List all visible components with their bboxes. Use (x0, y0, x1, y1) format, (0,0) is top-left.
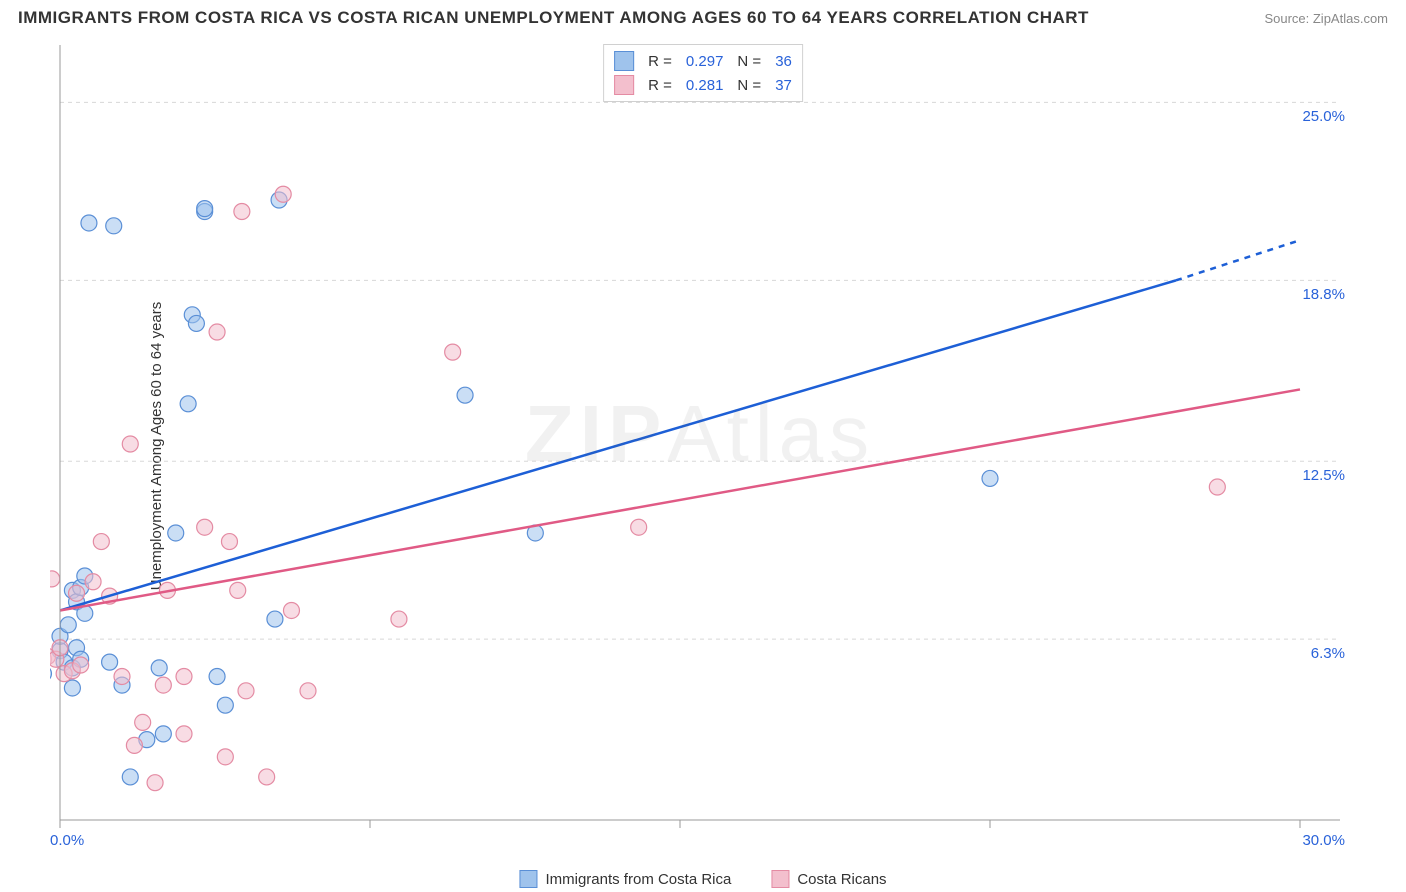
source-attribution: Source: ZipAtlas.com (1264, 11, 1388, 26)
legend-row: R = 0.297 N = 36 (614, 49, 792, 73)
n-label: N = (737, 53, 761, 70)
series-legend: Immigrants from Costa Rica Costa Ricans (519, 870, 886, 888)
header: IMMIGRANTS FROM COSTA RICA VS COSTA RICA… (18, 8, 1388, 28)
legend-label: Immigrants from Costa Rica (545, 871, 731, 888)
y-tick-label: 12.5% (1302, 467, 1345, 484)
legend-row: R = 0.281 N = 37 (614, 73, 792, 97)
legend-swatch-icon (614, 51, 634, 71)
legend-swatch-icon (519, 870, 537, 888)
legend-item: Costa Ricans (771, 870, 886, 888)
y-tick-label: 18.8% (1302, 286, 1345, 303)
x-tick-label: 30.0% (1302, 832, 1345, 849)
legend-swatch-icon (771, 870, 789, 888)
n-value: 37 (775, 77, 792, 94)
n-value: 36 (775, 53, 792, 70)
r-label: R = (648, 53, 672, 70)
chart-title: IMMIGRANTS FROM COSTA RICA VS COSTA RICA… (18, 8, 1089, 28)
correlation-legend: R = 0.297 N = 36 R = 0.281 N = 37 (603, 44, 803, 102)
x-tick-label: 0.0% (50, 832, 84, 849)
chart-area: ZIPAtlas 6.3%12.5%18.8%25.0%0.0%30.0% (50, 40, 1350, 860)
scatter-plot (50, 40, 1350, 860)
legend-item: Immigrants from Costa Rica (519, 870, 731, 888)
y-tick-label: 6.3% (1311, 645, 1345, 662)
r-label: R = (648, 77, 672, 94)
y-tick-label: 25.0% (1302, 108, 1345, 125)
legend-label: Costa Ricans (797, 871, 886, 888)
n-label: N = (737, 77, 761, 94)
legend-swatch-icon (614, 75, 634, 95)
r-value: 0.297 (686, 53, 724, 70)
r-value: 0.281 (686, 77, 724, 94)
